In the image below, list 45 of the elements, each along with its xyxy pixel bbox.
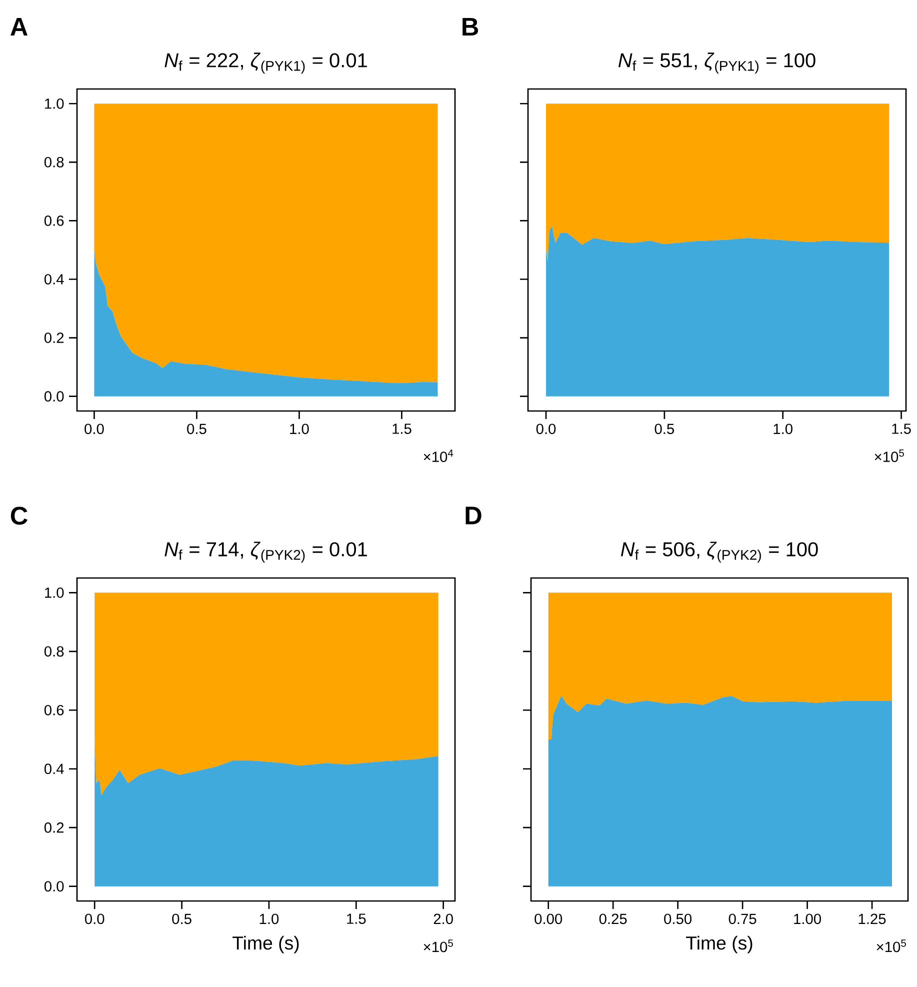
chart-title: N$_{f}$ = 506, ζ$_{(PYK2)}$ = 100	[620, 542, 818, 563]
x-tick-label: 1.0	[260, 914, 279, 924]
text: ×10$^{5}$	[424, 940, 453, 952]
y-tick-label: 0.4	[44, 764, 64, 774]
x-tick-label: 1.0	[290, 424, 309, 434]
text: D	[466, 506, 482, 524]
x-tick-label: 1.25	[858, 914, 886, 924]
y-tick-label: 0.0	[44, 881, 64, 892]
x-tick-label: 1.5	[347, 914, 366, 924]
chart-title: N$_{f}$ = 222, ζ$_{(PYK1)}$ = 0.01	[164, 52, 367, 74]
x-tick-label: 1.5	[892, 424, 911, 434]
x-tick-label: 2.0	[434, 914, 453, 924]
x-axis-title: Time (s)	[686, 936, 752, 954]
x-tick-label: 0.0	[84, 914, 104, 924]
x-tick-label: 0.5	[187, 424, 206, 434]
y-tick-label: 0.2	[44, 822, 64, 833]
x-tick-label: 0.0	[536, 424, 556, 434]
y-tick-label: 1.0	[45, 588, 64, 598]
y-tick-label: 0.4	[44, 274, 64, 284]
x-tick-label: 0.5	[654, 424, 674, 434]
text: ×10$^{4}$	[424, 450, 454, 462]
y-tick-label: 1.0	[45, 98, 64, 109]
x-tick-label: 0.00	[534, 914, 562, 924]
x-tick-label: 0.75	[728, 914, 756, 924]
x-tick-label: 0.5	[172, 914, 192, 924]
text: A	[10, 18, 28, 36]
y-tick-label: 0.8	[44, 156, 64, 168]
y-tick-label: 0.6	[44, 216, 64, 226]
text: ×10$^{5}$	[876, 940, 906, 952]
y-tick-label: 0.0	[44, 391, 64, 402]
y-tick-label: 0.2	[44, 332, 64, 344]
chart-title: N$_{f}$ = 714, ζ$_{(PYK2)}$ = 0.01	[164, 542, 367, 563]
y-tick-label: 0.6	[44, 704, 64, 716]
x-axis-title: Time (s)	[232, 936, 299, 954]
text: B	[462, 18, 478, 36]
x-tick-label: 0.50	[664, 914, 692, 924]
chart-title: N$_{f}$ = 551, ζ$_{(PYK1)}$ = 100	[618, 52, 816, 74]
text: C	[10, 506, 28, 525]
x-tick-label: 0.0	[84, 424, 104, 434]
x-tick-label: 1.5	[392, 424, 412, 434]
text: ×10$^{5}$	[874, 450, 904, 462]
x-tick-label: 0.25	[599, 914, 627, 924]
y-tick-label: 0.8	[44, 646, 64, 657]
x-tick-label: 1.0	[774, 424, 792, 434]
x-tick-label: 1.00	[794, 914, 821, 924]
